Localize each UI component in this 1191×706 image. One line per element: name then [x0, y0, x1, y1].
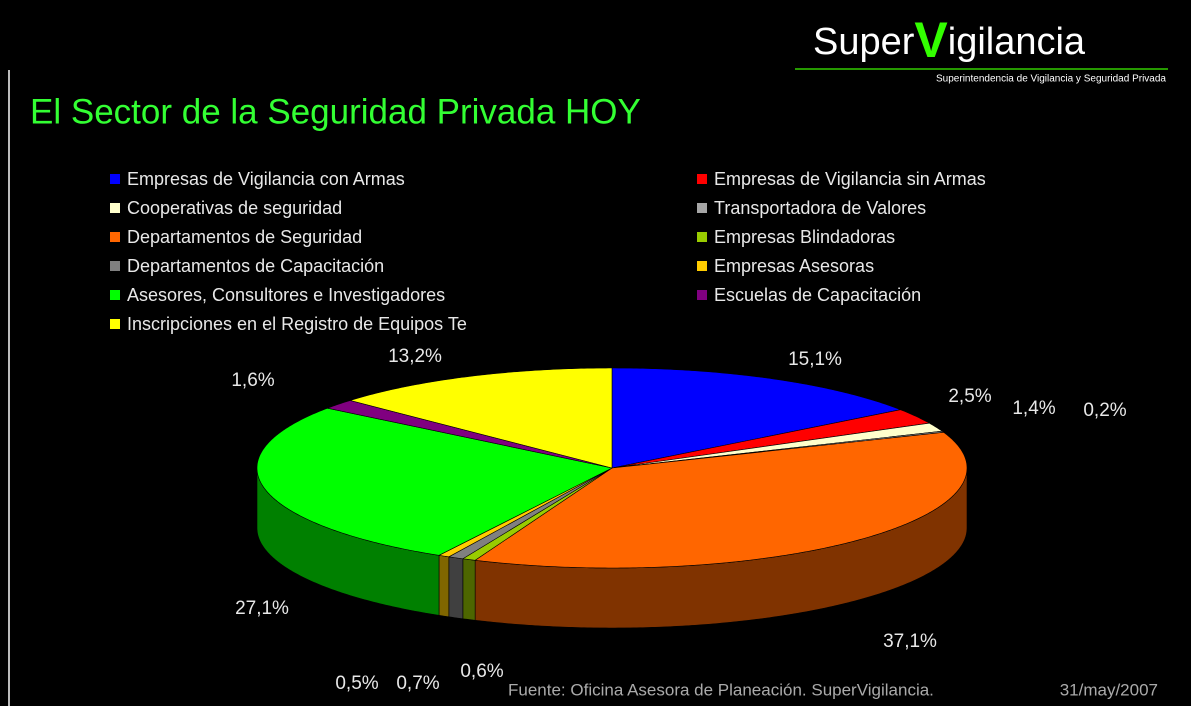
- legend-label: Empresas de Vigilancia sin Armas: [714, 169, 986, 189]
- legend-swatch: [697, 290, 707, 300]
- value-label: 37,1%: [883, 631, 937, 652]
- legend-label: Empresas Blindadoras: [714, 227, 895, 247]
- value-label: 1,6%: [231, 370, 274, 391]
- legend-label: Asesores, Consultores e Investigadores: [127, 285, 445, 305]
- pie-slice: [326, 400, 613, 469]
- legend-label: Departamentos de Capacitación: [127, 256, 384, 276]
- value-label: 15,1%: [788, 349, 842, 370]
- value-label: 0,5%: [335, 673, 378, 694]
- logo: SuperVigilancia: [813, 12, 1086, 68]
- value-label: 1,4%: [1012, 398, 1055, 419]
- legend-swatch: [110, 319, 120, 329]
- pie-slice-side: [448, 556, 464, 620]
- legend-label: Cooperativas de seguridad: [127, 198, 342, 218]
- value-label: 0,2%: [1083, 400, 1126, 421]
- pie-slice: [474, 432, 968, 569]
- legend-swatch: [110, 174, 120, 184]
- legend-swatch: [697, 174, 707, 184]
- legend-swatch: [110, 261, 120, 271]
- pie-slice-side: [462, 558, 476, 621]
- legend-swatch: [110, 203, 120, 213]
- legend-swatch: [697, 261, 707, 271]
- legend-label: Escuelas de Capacitación: [714, 285, 921, 305]
- logo-part: V: [914, 12, 948, 68]
- pie-slice-side: [438, 554, 450, 618]
- value-label: 13,2%: [388, 346, 442, 367]
- legend-swatch: [697, 232, 707, 242]
- logo-part: igilancia: [948, 21, 1086, 63]
- legend-swatch: [110, 232, 120, 242]
- value-label: 0,6%: [460, 661, 503, 682]
- pie-tops: [256, 367, 968, 569]
- legend-label: Departamentos de Seguridad: [127, 227, 362, 247]
- logo-part: Super: [813, 21, 915, 63]
- legend-label: Transportadora de Valores: [714, 198, 926, 218]
- logo-subtitle: Superintendencia de Vigilancia y Segurid…: [936, 74, 1166, 85]
- value-label: 0,7%: [396, 673, 439, 694]
- value-label: 27,1%: [235, 598, 289, 619]
- pie-slice: [611, 409, 931, 469]
- pie-slice: [611, 367, 902, 469]
- date: 31/may/2007: [1060, 680, 1158, 699]
- pie-slice: [349, 367, 613, 469]
- legend-label: Inscripciones en el Registro de Equipos …: [127, 314, 467, 334]
- legend-label: Empresas de Vigilancia con Armas: [127, 169, 405, 189]
- legend-swatch: [110, 290, 120, 300]
- legend-swatch: [697, 203, 707, 213]
- pie-slice: [256, 407, 613, 556]
- source: Fuente: Oficina Asesora de Planeación. S…: [508, 680, 934, 699]
- value-label: 2,5%: [948, 386, 991, 407]
- chart-title: El Sector de la Seguridad Privada HOY: [30, 92, 641, 131]
- legend-label: Empresas Asesoras: [714, 256, 874, 276]
